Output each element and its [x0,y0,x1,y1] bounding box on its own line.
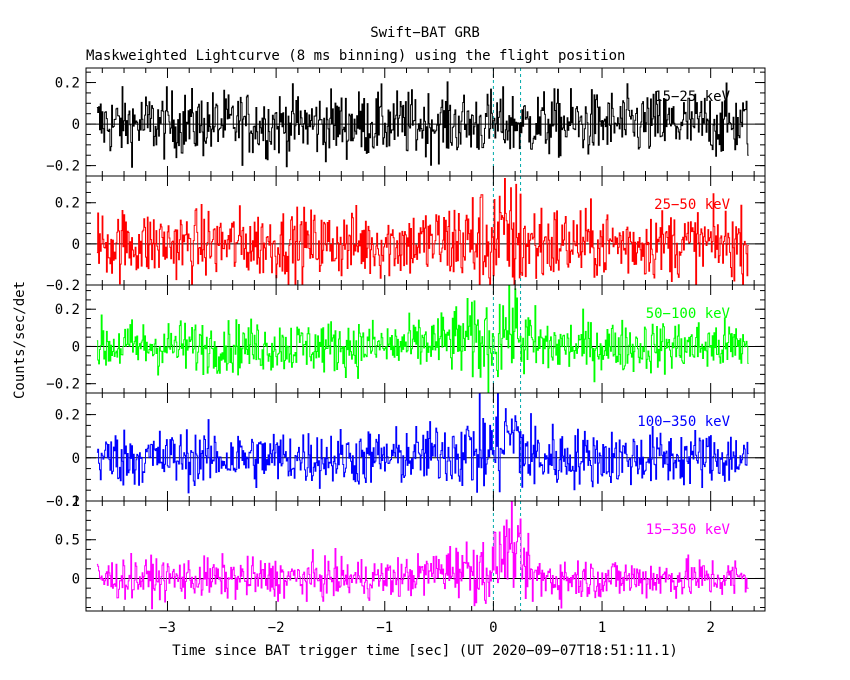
band-label: 15−25 keV [654,89,730,105]
y-tick-label: 0 [72,117,80,133]
band-label: 25−50 keV [654,197,730,213]
y-tick-label: 0.2 [55,408,80,424]
y-tick-label: 0 [72,339,80,355]
x-axis: −3 −2 −1 0 1 2 [159,620,715,636]
y-tick-label: 0.2 [55,196,80,212]
panel-1: −0.2 0 0.2 15−25 keV [46,67,766,177]
band-label: 100−350 keV [637,414,730,430]
series-line-4 [96,393,749,494]
x-tick-label: −2 [268,620,285,636]
panel-3: −0.2 0 0.2 50−100 keV [46,284,766,394]
panel-2: −0.2 0 0.2 25−50 keV [46,175,766,294]
y-tick-label: 0.2 [55,76,80,92]
series-line-5 [96,501,749,610]
panel-5: 0 0.5 1 15−350 keV [55,494,766,612]
y-tick-label: 0.2 [55,302,80,318]
x-tick-label: −1 [376,620,393,636]
x-tick-label: 0 [489,620,497,636]
y-tick-label: 0.5 [55,533,80,549]
y-tick-label: 0 [72,237,80,253]
series-line-2 [96,178,749,285]
y-tick-label: 1 [72,494,80,510]
chart-title: Swift−BAT GRB [370,25,480,41]
x-tick-label: 1 [598,620,606,636]
chart-subtitle: Maskweighted Lightcurve (8 ms binning) u… [86,48,625,64]
y-tick-label: 0 [72,571,80,587]
panel-4: −0.2 0 0.2 100−350 keV [46,392,766,510]
x-tick-label: −3 [159,620,176,636]
band-label: 50−100 keV [646,306,731,322]
series-line-1 [96,81,749,168]
panels-group: −0.200.215−25 keV−0.200.2 25−50 keV−0.200… [46,67,766,612]
x-axis-label: Time since BAT trigger time [sec] (UT 20… [172,643,678,659]
band-label: 15−350 keV [646,522,731,538]
y-tick-label: −0.2 [46,159,80,175]
y-tick-label: −0.2 [46,377,80,393]
x-tick-label: 2 [706,620,714,636]
y-tick-label: −0.2 [46,278,80,294]
y-axis-label: Counts/sec/det [12,281,28,399]
series-line-3 [96,285,749,393]
panel-frame [85,500,766,612]
y-tick-label: −0.2 [46,494,80,510]
y-tick-label: 0 [72,451,80,467]
